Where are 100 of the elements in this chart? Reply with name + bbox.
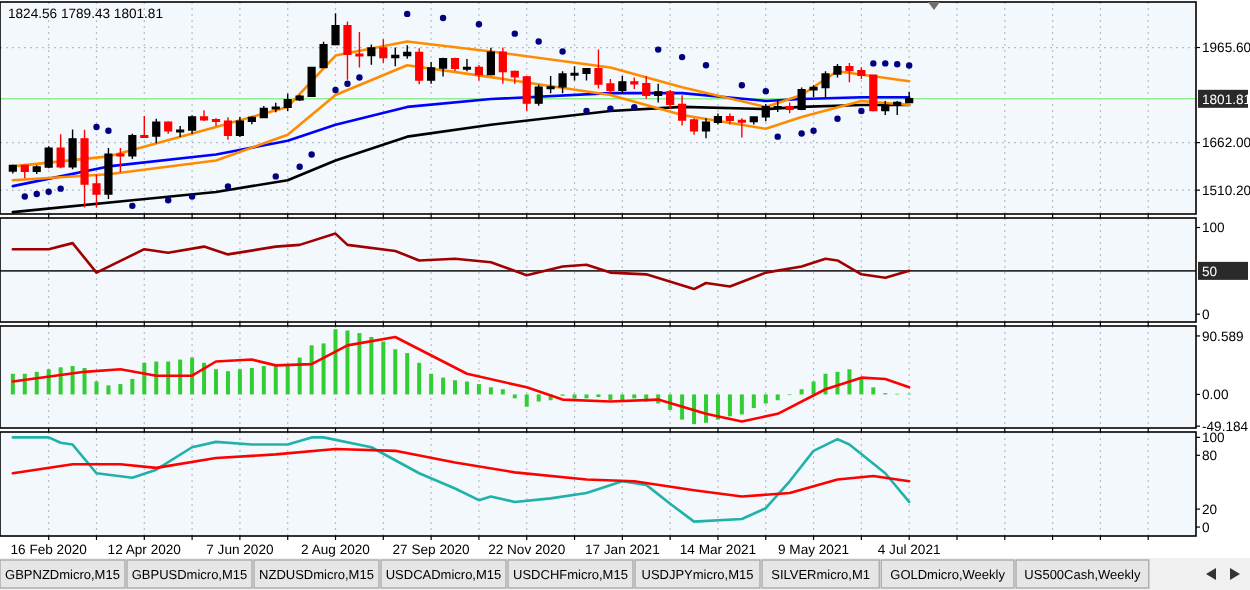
line-series [11,91,911,188]
bar [536,394,541,402]
bar [58,367,63,395]
bar [775,394,780,401]
point [702,62,710,69]
line-series [11,63,911,182]
bar [704,394,708,423]
candlestick [152,118,161,144]
point [559,48,566,55]
point [45,188,52,195]
bar [859,378,864,395]
bar [500,389,505,395]
candlestick [749,115,758,126]
bar [464,381,469,395]
bar [871,387,876,395]
candlestick [8,163,17,175]
point [738,82,746,89]
point [511,30,518,37]
point [810,127,817,134]
candlestick [140,115,149,139]
point [475,21,483,28]
point [678,53,686,61]
candlestick [642,75,651,100]
point [105,127,112,134]
bar [249,367,254,395]
candlestick [379,38,388,64]
candlestick [905,91,914,104]
bar [297,357,302,395]
candlestick [427,61,436,85]
point [894,61,901,68]
bar [476,384,481,395]
line-series [11,436,911,523]
candlestick [618,75,627,94]
bar [190,357,195,395]
point [583,107,590,115]
bar [225,371,230,395]
bar [429,373,434,395]
bar [285,365,290,395]
point [272,173,279,180]
candlestick [271,102,280,113]
bar [381,341,386,395]
candlestick [68,128,77,170]
bar [739,394,744,415]
point [774,133,781,140]
candlestick [701,117,711,139]
bar [369,336,374,395]
point [344,80,351,87]
point [905,62,913,69]
line-series [11,447,911,498]
bar [309,345,314,395]
point [356,74,363,81]
point [535,38,542,45]
candlestick [403,44,412,60]
candlestick [199,109,209,122]
point [21,193,28,200]
candlestick [462,58,472,72]
bar [417,362,422,395]
bar [453,380,458,395]
point [439,14,447,22]
candlestick [869,73,878,113]
point [798,130,805,137]
candlestick [283,93,292,112]
candlestick [116,147,125,174]
candlestick [164,120,173,135]
candlestick [725,112,734,126]
bar [751,394,756,408]
bar [321,343,326,395]
point [296,163,303,170]
candlestick [474,64,484,82]
candlestick [737,117,746,139]
bar [333,329,338,395]
bar [799,389,804,395]
point [882,60,889,67]
line-series [11,335,911,423]
bar [441,377,446,395]
candlestick [510,69,519,85]
point [224,183,232,190]
candlestick [223,116,233,141]
point [308,151,315,158]
bar [763,394,768,404]
bar [130,378,135,395]
candlestick [785,101,794,114]
candlestick [20,163,29,179]
bar [524,394,529,407]
point [870,60,877,67]
bar [357,333,362,395]
candlestick [438,57,448,78]
line-series [11,40,911,168]
point [834,115,841,122]
candlestick [415,47,424,86]
candlestick [128,133,137,160]
point [93,123,100,131]
candlestick [391,46,400,67]
bar [692,394,697,425]
candlestick [259,105,268,119]
bar [106,385,111,395]
bar [237,369,242,395]
bar [118,384,123,395]
candlestick [176,125,185,138]
point [165,197,172,204]
